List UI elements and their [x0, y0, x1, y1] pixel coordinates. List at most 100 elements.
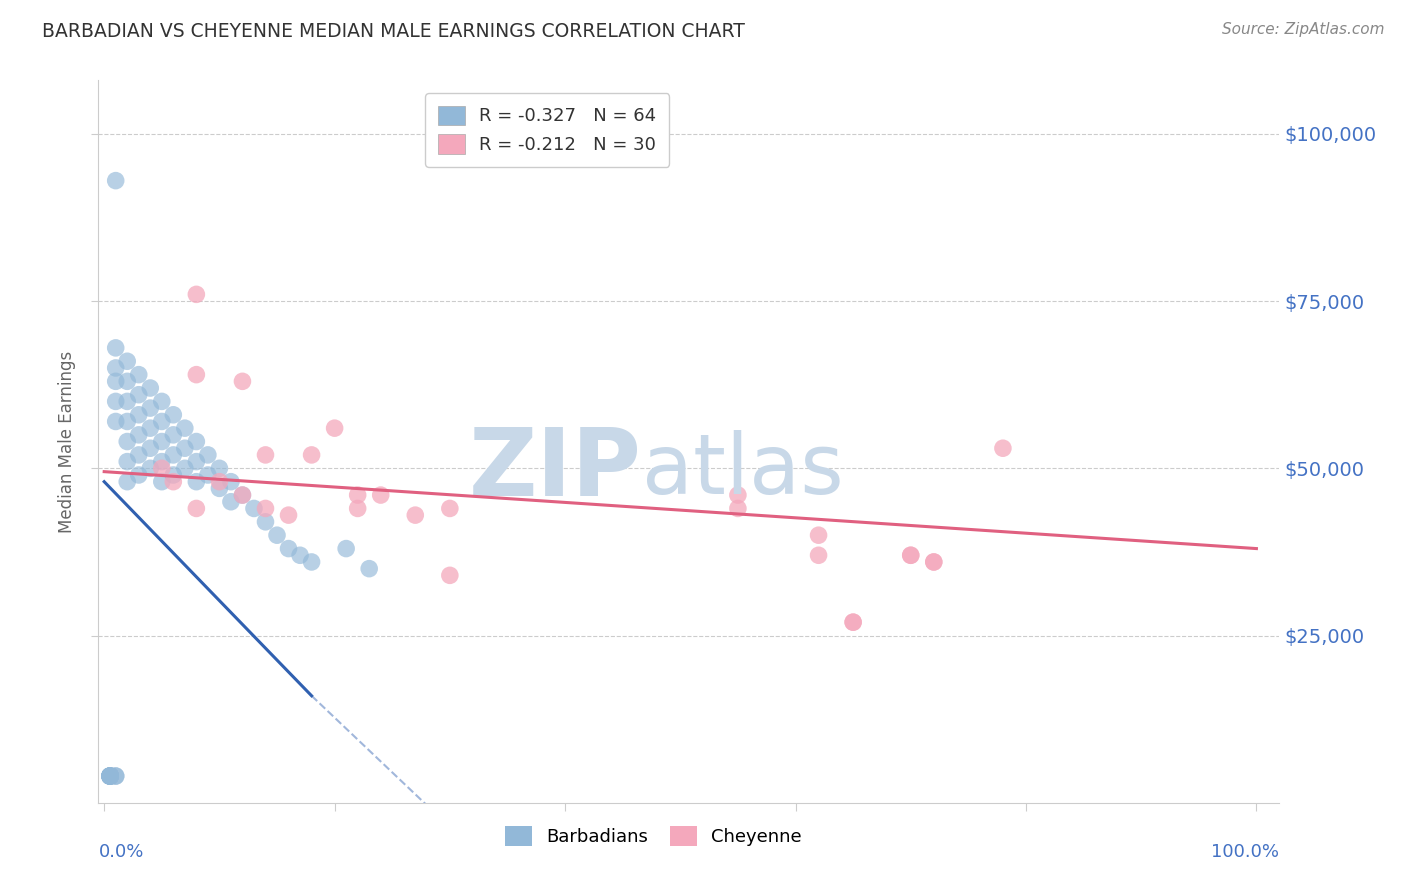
Point — [266, 528, 288, 542]
Text: Source: ZipAtlas.com: Source: ZipAtlas.com — [1222, 22, 1385, 37]
Point — [301, 448, 323, 462]
Point — [104, 341, 127, 355]
Point — [231, 375, 253, 389]
Text: BARBADIAN VS CHEYENNE MEDIAN MALE EARNINGS CORRELATION CHART: BARBADIAN VS CHEYENNE MEDIAN MALE EARNIN… — [42, 22, 745, 41]
Y-axis label: Median Male Earnings: Median Male Earnings — [58, 351, 76, 533]
Point — [231, 488, 253, 502]
Text: ZIP: ZIP — [468, 425, 641, 516]
Point — [254, 448, 277, 462]
Point — [208, 461, 231, 475]
Point — [370, 488, 392, 502]
Point — [439, 501, 461, 516]
Point — [162, 427, 184, 442]
Point — [150, 414, 173, 428]
Point — [346, 501, 368, 516]
Point — [104, 394, 127, 409]
Point — [115, 454, 138, 469]
Point — [186, 475, 208, 489]
Point — [991, 441, 1014, 455]
Text: 0.0%: 0.0% — [98, 843, 143, 861]
Point — [404, 508, 426, 523]
Point — [186, 368, 208, 382]
Point — [186, 501, 208, 516]
Point — [115, 375, 138, 389]
Point — [128, 368, 150, 382]
Point — [277, 541, 299, 556]
Point — [128, 467, 150, 482]
Point — [139, 401, 162, 416]
Point — [162, 408, 184, 422]
Point — [842, 615, 865, 630]
Point — [162, 467, 184, 482]
Point — [98, 769, 121, 783]
Point — [254, 501, 277, 516]
Point — [922, 555, 945, 569]
Point — [359, 562, 381, 576]
Point — [277, 508, 299, 523]
Point — [439, 568, 461, 582]
Point — [727, 501, 749, 516]
Point — [150, 454, 173, 469]
Point — [98, 769, 121, 783]
Point — [335, 541, 357, 556]
Point — [186, 287, 208, 301]
Point — [323, 421, 346, 435]
Point — [346, 488, 368, 502]
Point — [301, 555, 323, 569]
Point — [219, 475, 242, 489]
Point — [231, 488, 253, 502]
Point — [98, 769, 121, 783]
Point — [150, 475, 173, 489]
Point — [104, 375, 127, 389]
Point — [98, 769, 121, 783]
Point — [115, 414, 138, 428]
Point — [139, 421, 162, 435]
Point — [288, 548, 311, 563]
Point — [219, 494, 242, 508]
Text: 100.0%: 100.0% — [1212, 843, 1279, 861]
Point — [98, 769, 121, 783]
Point — [150, 394, 173, 409]
Point — [243, 501, 266, 516]
Point — [186, 434, 208, 449]
Point — [254, 515, 277, 529]
Point — [98, 769, 121, 783]
Point — [139, 381, 162, 395]
Point — [128, 408, 150, 422]
Point — [104, 769, 127, 783]
Point — [104, 361, 127, 376]
Point — [162, 448, 184, 462]
Point — [115, 394, 138, 409]
Point — [197, 448, 219, 462]
Point — [208, 482, 231, 496]
Legend: Barbadians, Cheyenne: Barbadians, Cheyenne — [496, 817, 811, 855]
Point — [173, 421, 195, 435]
Point — [197, 467, 219, 482]
Point — [104, 769, 127, 783]
Point — [150, 461, 173, 475]
Point — [128, 448, 150, 462]
Point — [98, 769, 121, 783]
Point — [150, 434, 173, 449]
Point — [208, 475, 231, 489]
Point — [727, 488, 749, 502]
Point — [115, 434, 138, 449]
Point — [173, 461, 195, 475]
Text: atlas: atlas — [641, 430, 844, 511]
Point — [842, 615, 865, 630]
Point — [128, 427, 150, 442]
Point — [115, 475, 138, 489]
Point — [115, 354, 138, 368]
Point — [98, 769, 121, 783]
Point — [900, 548, 922, 563]
Point — [807, 528, 830, 542]
Point — [900, 548, 922, 563]
Point — [104, 414, 127, 428]
Point — [173, 441, 195, 455]
Point — [162, 475, 184, 489]
Point — [139, 461, 162, 475]
Point — [922, 555, 945, 569]
Point — [186, 454, 208, 469]
Point — [104, 173, 127, 188]
Point — [139, 441, 162, 455]
